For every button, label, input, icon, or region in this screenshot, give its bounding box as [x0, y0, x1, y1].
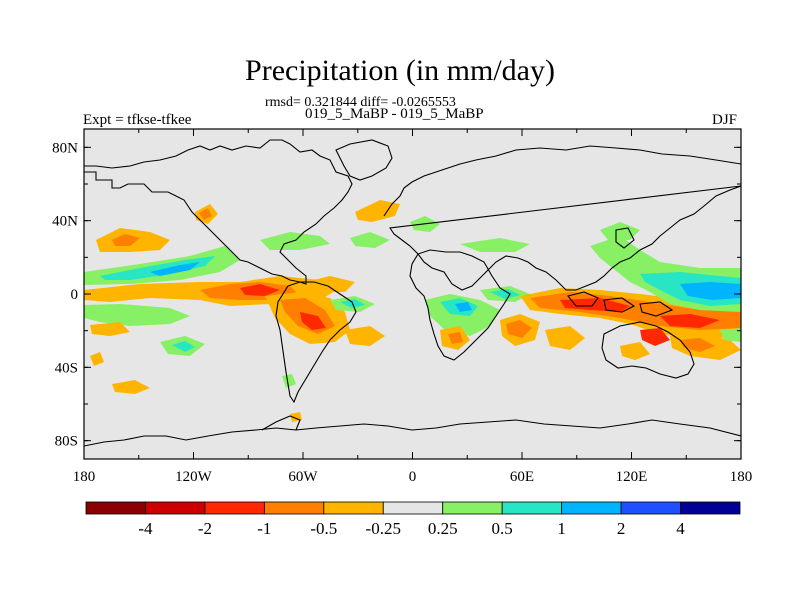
contour-region — [355, 200, 400, 222]
lon-label: 0 — [409, 469, 417, 485]
lat-label: 40N — [52, 214, 78, 230]
colorbar-swatch — [145, 501, 206, 515]
contour-region — [600, 222, 640, 240]
contour-region — [455, 302, 472, 312]
contour-region — [720, 328, 741, 342]
contour-region — [545, 326, 585, 350]
contour-region — [240, 284, 280, 296]
lon-label: 60W — [288, 469, 318, 485]
contour-region — [199, 208, 212, 220]
contour-region — [640, 328, 670, 346]
contour-region — [680, 282, 741, 300]
season-label: DJF — [712, 112, 738, 128]
colorbar-label: 0.25 — [428, 519, 458, 538]
contour-region — [150, 262, 200, 276]
contour-region — [100, 256, 215, 280]
contour-region — [350, 232, 390, 248]
contour-region — [90, 322, 130, 336]
colorbar-swatch — [204, 501, 265, 515]
contour-region — [448, 332, 463, 344]
contour-region — [560, 298, 630, 312]
contour-region — [112, 380, 150, 394]
colorbar-swatch — [85, 501, 146, 515]
colorbar-swatch — [382, 501, 444, 515]
colorbar-swatch — [442, 501, 503, 515]
lat-label: 80N — [52, 140, 78, 156]
contour-region — [84, 304, 190, 326]
lon-label: 180 — [73, 469, 96, 485]
stats-line: rmsd= 0.321844 diff= -0.0265553 — [265, 95, 456, 110]
colorbar: -4 -2 -1 -0.5 -0.25 0.25 0.5 1 2 4 — [85, 501, 741, 538]
colorbar-label: 1 — [557, 519, 566, 538]
colorbar-label: 2 — [617, 519, 626, 538]
colorbar-label: -1 — [257, 519, 271, 538]
colorbar-swatch — [501, 501, 563, 515]
colorbar-label: -4 — [138, 519, 153, 538]
contour-region — [90, 352, 104, 366]
colorbar-swatch — [620, 501, 681, 515]
contour-region — [490, 289, 520, 299]
precip-field — [84, 200, 741, 422]
experiment-label: Expt = tfkse-tfkee — [83, 112, 192, 128]
colorbar-label: 4 — [676, 519, 685, 538]
contour-region — [282, 374, 296, 388]
contour-region — [112, 234, 140, 246]
contour-region — [680, 338, 715, 352]
colorbar-label: -2 — [198, 519, 212, 538]
colorbar-label: 0.5 — [492, 519, 513, 538]
contour-region — [260, 232, 330, 250]
colorbar-swatch — [680, 501, 741, 515]
colorbar-label: -0.25 — [366, 519, 401, 538]
colorbar-swatch — [323, 501, 384, 515]
contour-region — [305, 276, 355, 292]
lon-label: 180 — [730, 469, 753, 485]
lat-label: 0 — [71, 287, 79, 303]
contour-region — [460, 238, 530, 252]
lon-label: 120W — [175, 469, 213, 485]
longitude-axis: 180 120W 60W 0 60E 120E 180 — [73, 129, 753, 485]
lon-label: 120E — [616, 469, 648, 485]
contour-region — [345, 326, 385, 346]
page-title: Precipitation (in mm/day) — [245, 54, 555, 87]
latitude-axis: 80N 40N 0 40S 80S — [52, 140, 741, 450]
contour-region — [506, 320, 532, 338]
contour-region — [620, 342, 650, 360]
colorbar-label: -0.5 — [310, 519, 337, 538]
coastlines — [84, 139, 741, 447]
colorbar-swatch — [561, 501, 622, 515]
contour-region — [172, 341, 195, 352]
lon-label: 60E — [510, 469, 534, 485]
contour-region — [660, 314, 720, 328]
colorbar-swatch — [263, 501, 325, 515]
lat-label: 80S — [55, 434, 78, 450]
lat-label: 40S — [55, 360, 78, 376]
contour-region — [300, 312, 326, 330]
contour-region — [620, 258, 638, 272]
cases-line: 019_5_MaBP - 019_5_MaBP — [305, 106, 484, 122]
